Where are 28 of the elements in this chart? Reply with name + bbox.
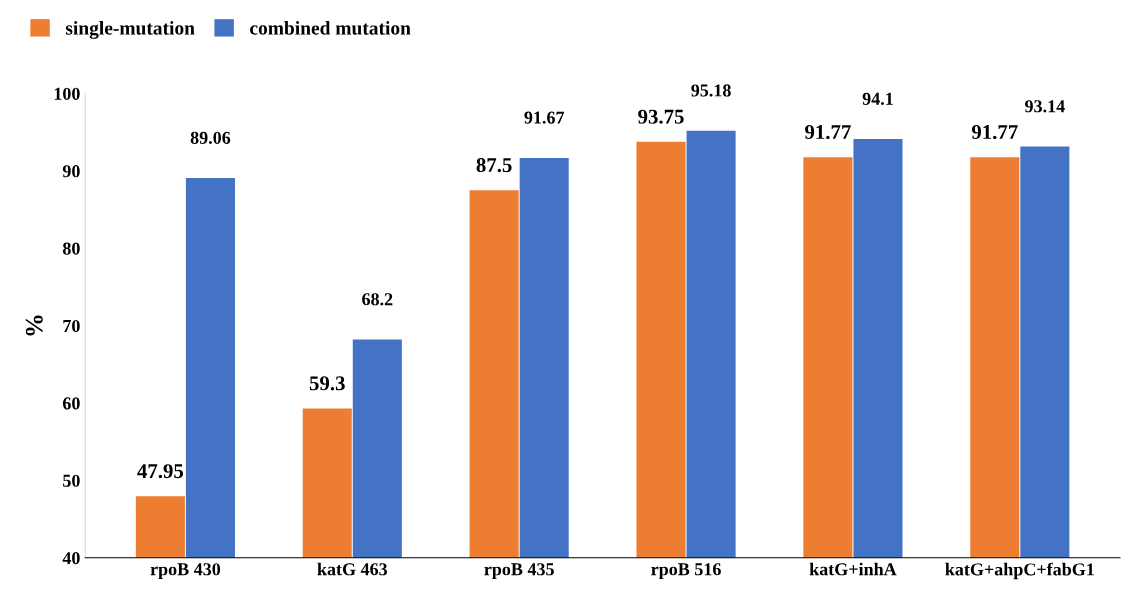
data-label: 95.18 xyxy=(691,84,731,97)
x-tick-label: rpoB 516 xyxy=(651,563,721,580)
y-tick-label: 100 xyxy=(54,87,80,100)
data-label: 87.5 xyxy=(476,158,512,173)
data-label: 93.75 xyxy=(638,109,684,124)
y-tick-label: 70 xyxy=(63,319,80,333)
data-label: 68.2 xyxy=(362,293,393,306)
data-label: 93.14 xyxy=(1025,100,1065,113)
y-axis-title: % xyxy=(25,315,43,336)
y-tick-label: 60 xyxy=(62,397,80,410)
x-tick-label: katG+inhA xyxy=(809,562,897,576)
data-label: 89.06 xyxy=(190,131,231,144)
x-tick-label: katG 463 xyxy=(317,562,388,576)
data-label: 94.1 xyxy=(862,92,893,105)
data-label: 91.67 xyxy=(524,111,565,124)
y-tick-label: 40 xyxy=(62,552,80,565)
legend-label: combined mutation xyxy=(250,21,411,35)
data-label: 47.95 xyxy=(137,464,184,479)
y-tick-label: 50 xyxy=(63,474,80,487)
legend-label: single-mutation xyxy=(65,21,195,39)
data-label: 91.77 xyxy=(971,125,1018,140)
x-tick-label: rpoB 430 xyxy=(150,563,221,580)
x-tick-label: rpoB 435 xyxy=(484,563,554,580)
data-label: 91.77 xyxy=(805,125,851,140)
x-tick-label: katG+ahpC+fabG1 xyxy=(945,562,1094,580)
y-tick-label: 80 xyxy=(62,242,80,255)
data-label: 59.3 xyxy=(309,376,345,391)
y-tick-label: 90 xyxy=(62,165,80,178)
